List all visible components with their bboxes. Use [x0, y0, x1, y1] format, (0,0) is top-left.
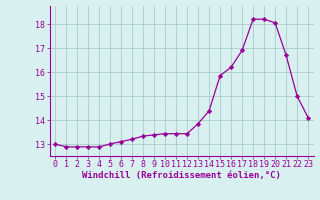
X-axis label: Windchill (Refroidissement éolien,°C): Windchill (Refroidissement éolien,°C) [82, 171, 281, 180]
